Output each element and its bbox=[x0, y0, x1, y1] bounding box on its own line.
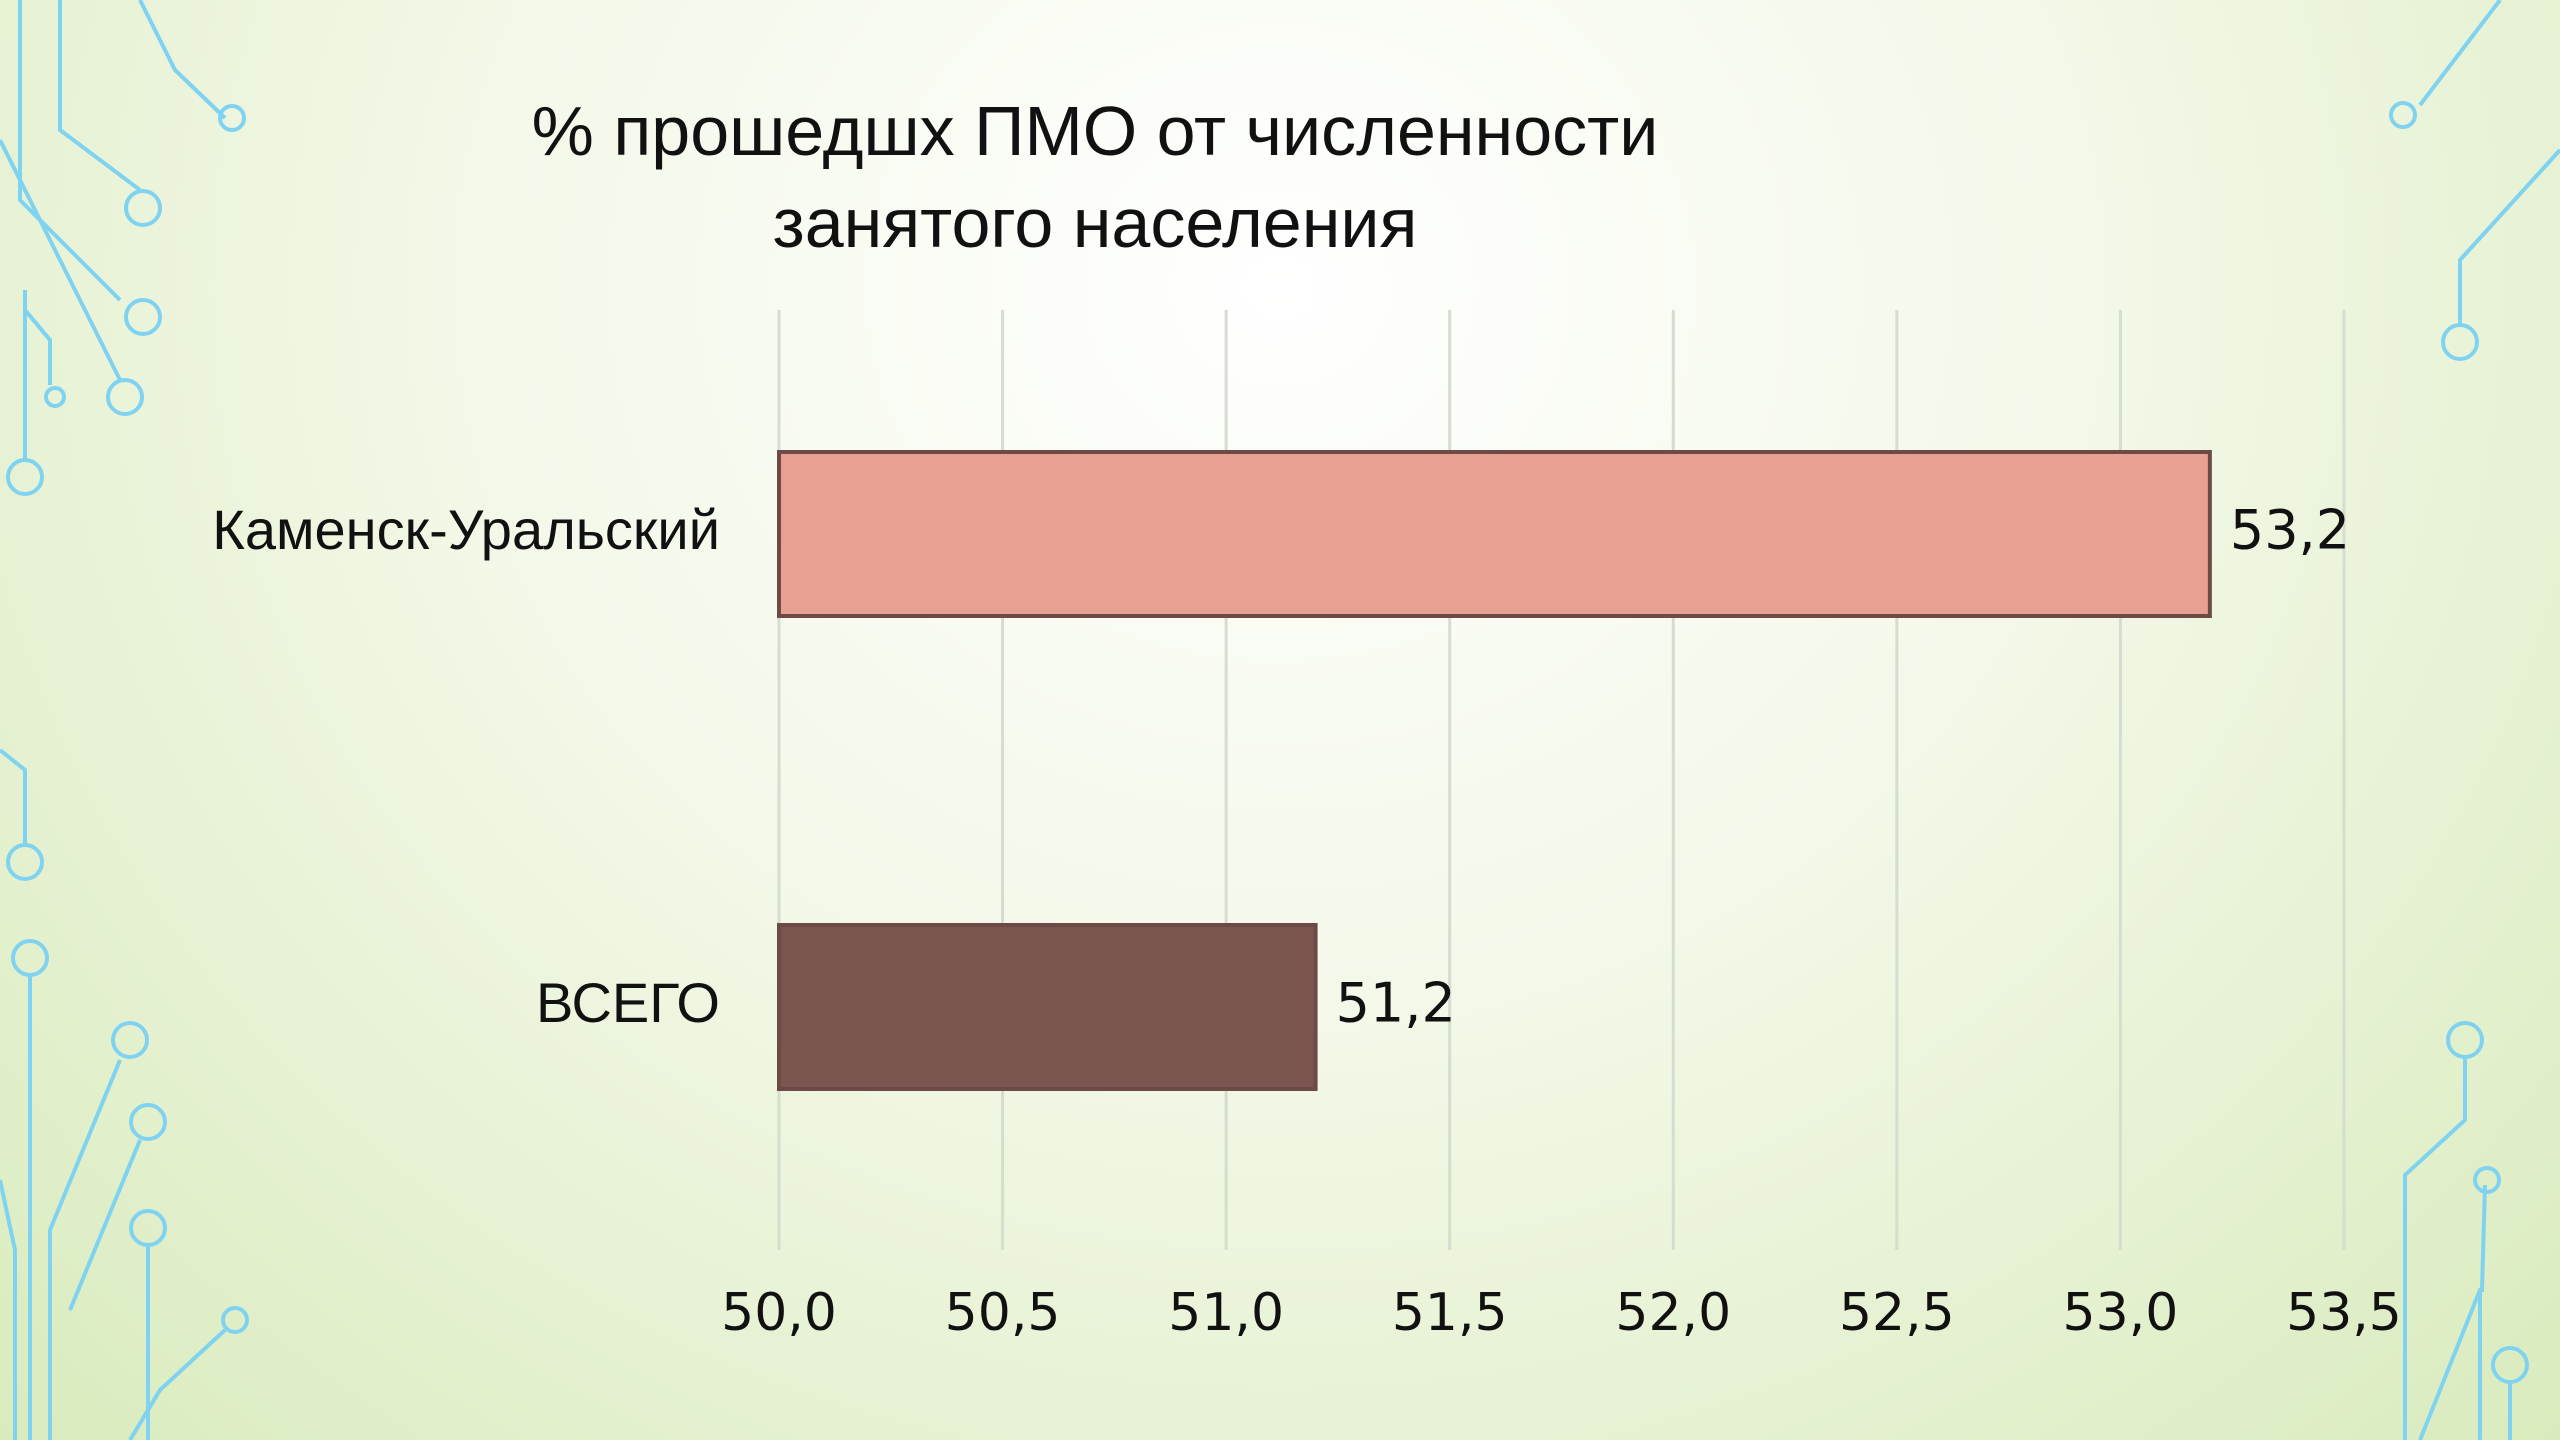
x-tick-label: 51,5 bbox=[1392, 1283, 1508, 1343]
y-tick-label: ВСЕГО bbox=[536, 971, 720, 1034]
y-tick-label: Каменск-Уральский bbox=[212, 498, 720, 561]
x-tick-label: 53,5 bbox=[2286, 1283, 2402, 1343]
x-tick-label: 50,5 bbox=[945, 1283, 1061, 1343]
x-tick-label: 51,0 bbox=[1168, 1283, 1284, 1343]
x-tick-label: 50,0 bbox=[721, 1283, 837, 1343]
value-label: 53,2 bbox=[2230, 499, 2350, 562]
chart-title: % прошедшх ПМО от численности занятого н… bbox=[531, 92, 1659, 262]
x-tick-label: 52,0 bbox=[1615, 1283, 1731, 1343]
bar bbox=[777, 450, 2212, 618]
value-label: 51,2 bbox=[1336, 972, 1456, 1035]
bar bbox=[777, 923, 1318, 1091]
x-tick-label: 53,0 bbox=[2063, 1283, 2179, 1343]
x-tick-label: 52,5 bbox=[1839, 1283, 1955, 1343]
